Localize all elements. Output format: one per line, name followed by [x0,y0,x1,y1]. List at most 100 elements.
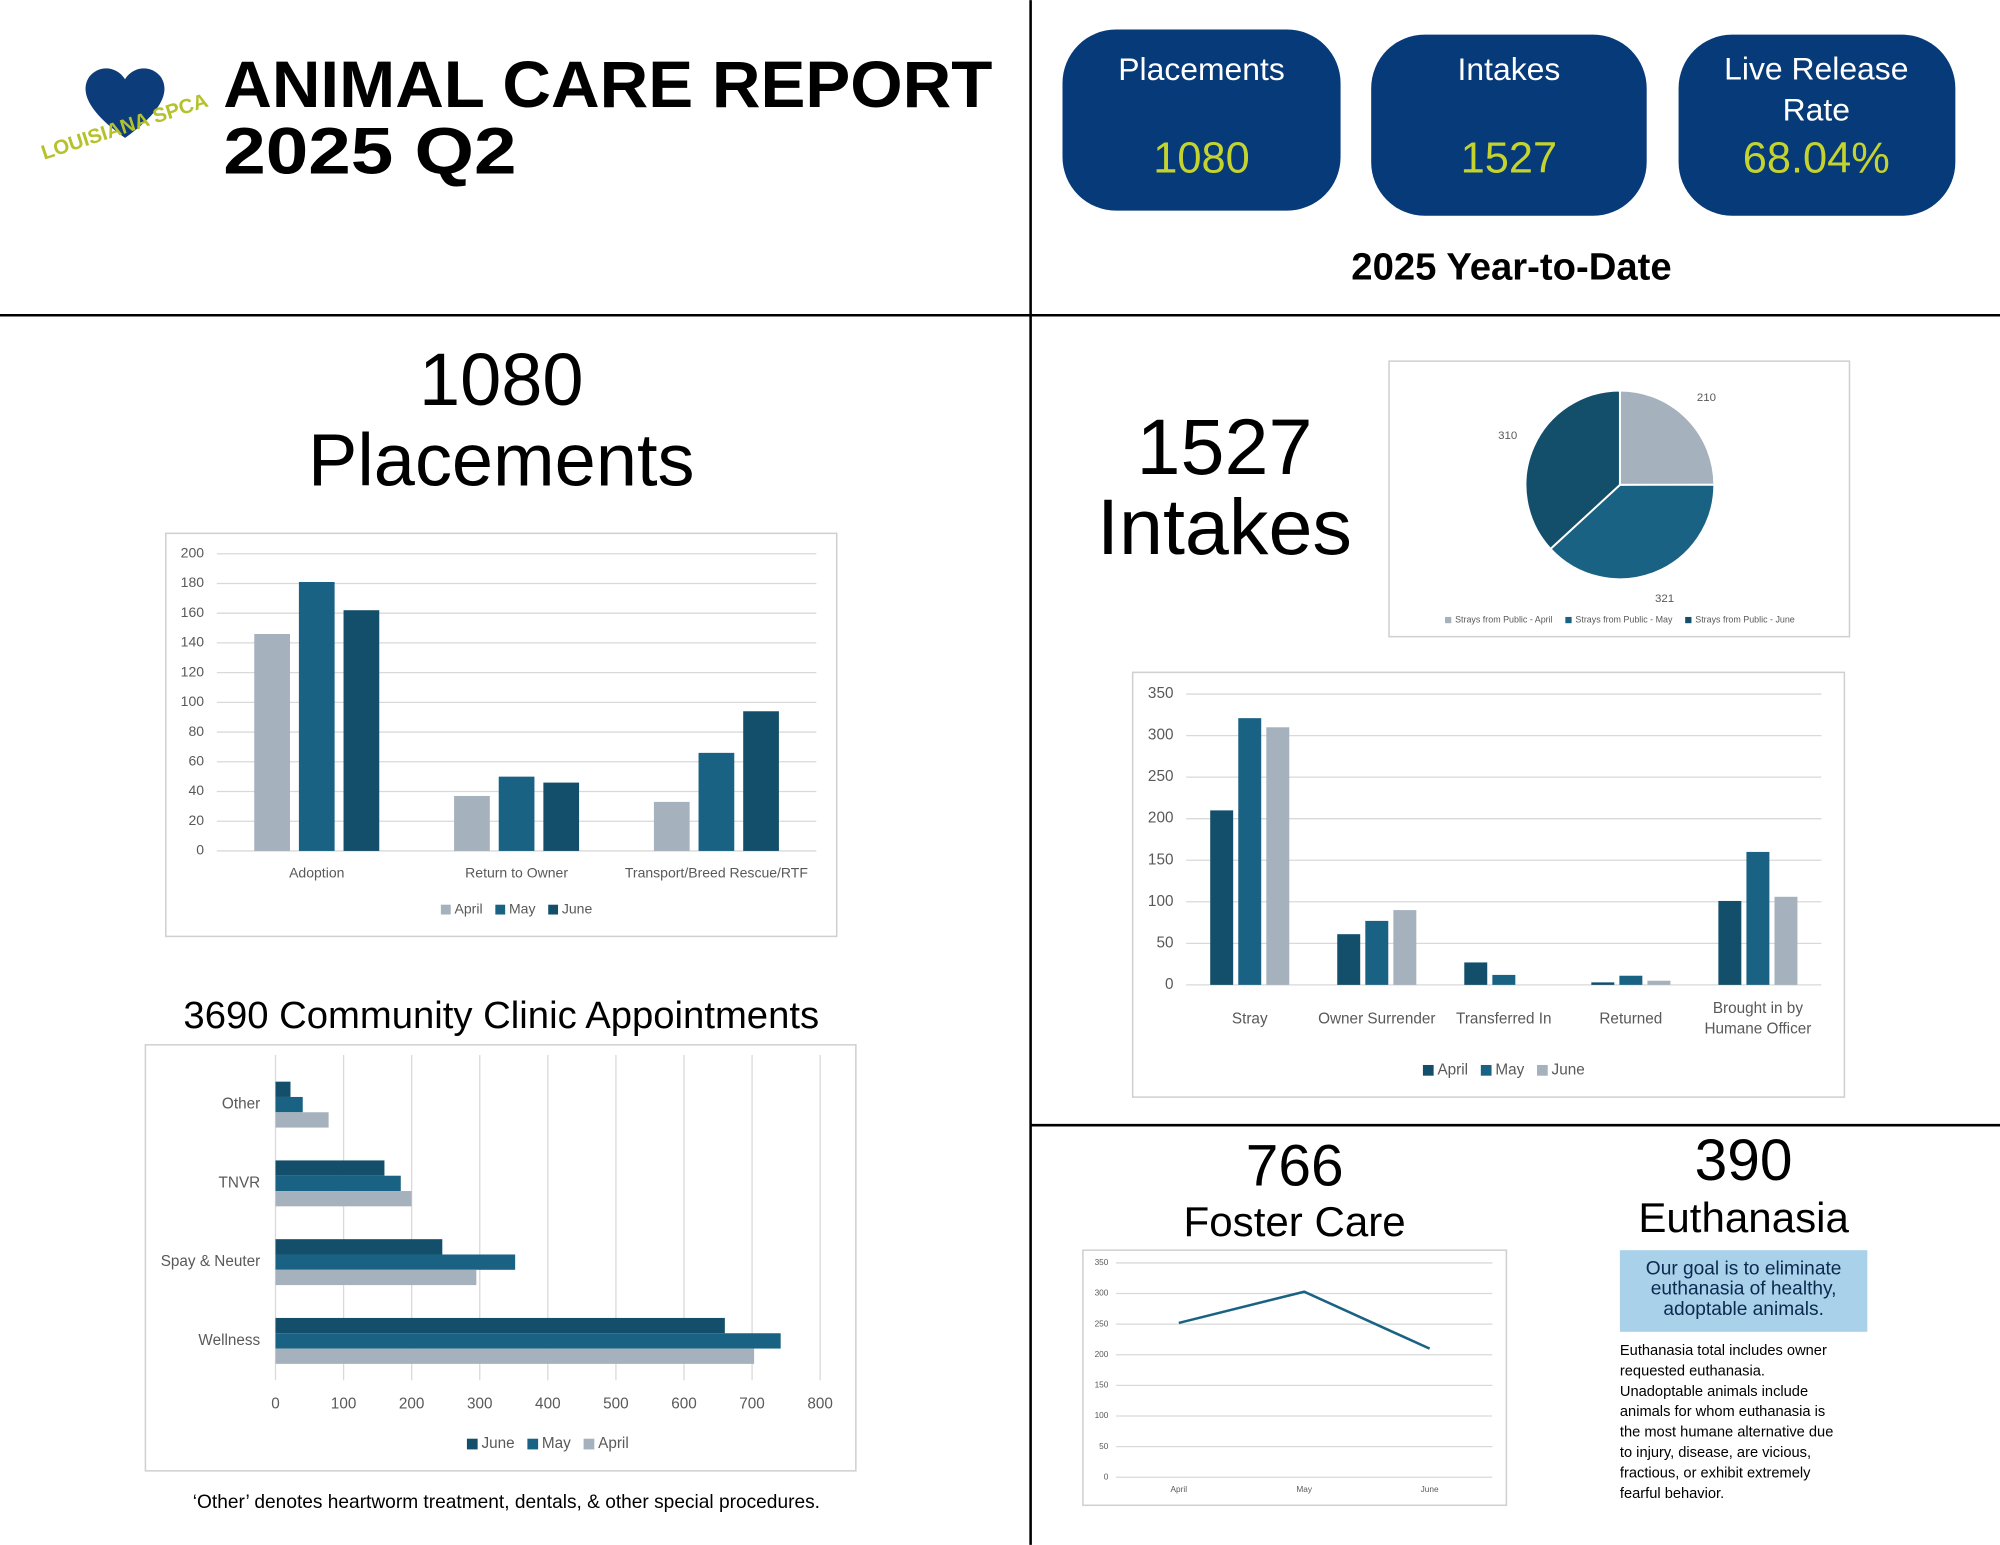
x-tick-label: 700 [739,1396,765,1413]
bar [1492,974,1516,985]
bar [1774,896,1798,985]
bar [275,1112,329,1128]
legend-label: Strays from Public - June [1695,614,1795,624]
y-tick-label: 80 [188,723,204,739]
goal-box [1619,1250,1868,1332]
y-tick-label: 50 [1099,1441,1109,1451]
x-tick-label: 400 [535,1396,561,1413]
x-tick-label: 800 [807,1396,833,1413]
report-title: ANIMAL CARE REPORT [223,48,992,122]
legend-label: Strays from Public - April [1455,614,1553,624]
y-tick-label: 150 [1148,851,1174,868]
y-tick-label: Other [222,1096,260,1113]
bar [1718,900,1742,985]
y-tick-label: 200 [1095,1349,1109,1359]
kpi-label: Placements [1118,51,1285,87]
bar [275,1081,291,1097]
intakes-total: 1527 [1137,402,1313,491]
legend-label: May [1495,1061,1524,1078]
bar [275,1317,725,1334]
y-tick-label: 60 [188,752,204,768]
y-tick-label: Wellness [198,1332,260,1349]
data-label: 321 [1655,593,1674,605]
y-tick-label: 200 [1148,810,1174,827]
data-label: 310 [1498,430,1517,442]
legend-label: April [598,1435,629,1452]
chart-frame [1082,1249,1508,1507]
legend-label: June [562,900,593,916]
bar [743,711,779,851]
kpi-caption: 2025 Year-to-Date [1351,245,1671,288]
x-tick-label: Transferred In [1456,1010,1552,1027]
bar [275,1191,412,1207]
y-tick-label: 250 [1148,768,1174,785]
logo-heart [85,68,165,138]
bar [1591,982,1615,985]
y-tick-label: 100 [1095,1410,1109,1420]
legend-label: Strays from Public - May [1575,614,1673,624]
data-label: 210 [1697,392,1716,404]
legend-swatch [548,904,559,915]
y-tick-label: 20 [188,812,204,828]
bar [343,610,380,851]
x-tick-label: April [1170,1484,1187,1494]
y-tick-label: 350 [1095,1257,1109,1267]
legend-swatch [1685,616,1692,624]
y-tick-label: 300 [1148,727,1174,744]
bar [254,633,290,851]
bar [1238,718,1262,985]
legend-swatch [1445,616,1452,624]
y-tick-label: 50 [1156,934,1173,951]
bar [1393,910,1417,985]
x-tick-label: May [1296,1484,1313,1494]
bar [653,801,690,851]
x-tick-label: Returned [1599,1010,1662,1027]
x-tick-label: 0 [271,1396,280,1413]
line [1178,1290,1431,1350]
pie-slice [1549,483,1716,581]
x-tick-label: 200 [399,1396,425,1413]
y-tick-label: 0 [196,842,204,858]
x-tick-label: 300 [467,1396,493,1413]
y-tick-label: 300 [1095,1288,1109,1298]
euthanasia-title: Euthanasia [1638,1194,1849,1241]
legend-swatch [466,1438,478,1450]
legend-swatch [1422,1064,1434,1076]
y-tick-label: Spay & Neuter [161,1253,260,1270]
bar [454,795,490,851]
bar [275,1254,516,1270]
x-tick-label: June [1421,1484,1439,1494]
legend-label: May [542,1435,571,1452]
x-tick-label: 600 [671,1396,697,1413]
kpi-value: 1080 [1153,134,1249,182]
bar [543,782,580,851]
legend-swatch [1537,1064,1548,1076]
y-tick-label: 100 [1148,893,1174,910]
intakes-title: Intakes [1097,482,1352,571]
bar [275,1239,443,1255]
y-tick-label: 150 [1095,1380,1109,1390]
legend-label: April [1437,1061,1468,1078]
bar [298,581,335,851]
bar [1365,920,1389,985]
y-tick-label: 0 [1104,1471,1109,1481]
y-tick-label: 200 [181,544,205,560]
kpi-box [1678,34,1956,216]
x-tick-label: Adoption [289,865,344,881]
euthanasia-total: 390 [1695,1128,1793,1193]
legend-label: June [481,1435,514,1452]
legend-swatch [495,904,506,915]
y-tick-label: TNVR [219,1174,261,1191]
kpi-value: 1527 [1461,134,1557,182]
y-tick-label: 140 [181,634,205,650]
foster-title: Foster Care [1184,1198,1406,1245]
bar [1647,980,1671,985]
bar [275,1348,755,1364]
bar [275,1160,385,1176]
y-tick-label: 180 [181,574,205,590]
y-tick-label: 40 [188,782,204,798]
bar [275,1269,477,1286]
placements-title: Placements [308,418,694,501]
